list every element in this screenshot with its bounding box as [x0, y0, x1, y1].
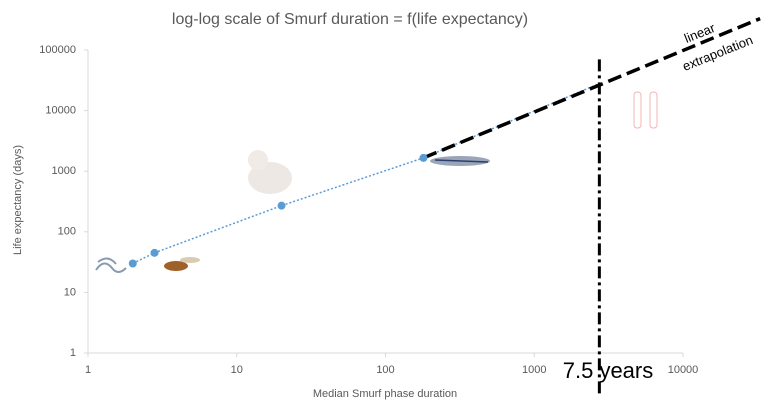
mouse-icon — [248, 150, 292, 194]
y-tick-label: 100 — [58, 226, 76, 238]
y-tick-label: 1000 — [52, 165, 76, 177]
y-tick-label: 10 — [64, 286, 76, 298]
worm-icon — [95, 257, 127, 273]
point — [277, 201, 286, 210]
x-axis-label: Median Smurf phase duration — [313, 388, 457, 400]
y-tick-label: 100000 — [39, 44, 76, 56]
trend-line — [132, 82, 600, 265]
human-icon — [633, 91, 658, 129]
x-tick-label: 100 — [376, 364, 394, 376]
fish-icon — [430, 156, 490, 166]
extrapolation-line — [422, 16, 761, 160]
point — [419, 153, 428, 162]
y-axis-label: Life expectancy (days) — [12, 145, 24, 255]
annotation: 7.5 years — [563, 358, 654, 383]
chart-title: log-log scale of Smurf duration = f(life… — [172, 11, 528, 28]
annotation: linear — [682, 20, 718, 46]
x-tick-label: 10000 — [668, 364, 699, 376]
x-tick-label: 1 — [85, 364, 91, 376]
fly-icon — [164, 257, 200, 271]
y-tick-label: 10000 — [45, 105, 76, 117]
point — [128, 259, 137, 268]
y-tick-label: 1 — [70, 347, 76, 359]
x-tick-label: 10 — [231, 364, 243, 376]
x-tick-label: 1000 — [522, 364, 546, 376]
point — [150, 248, 159, 257]
